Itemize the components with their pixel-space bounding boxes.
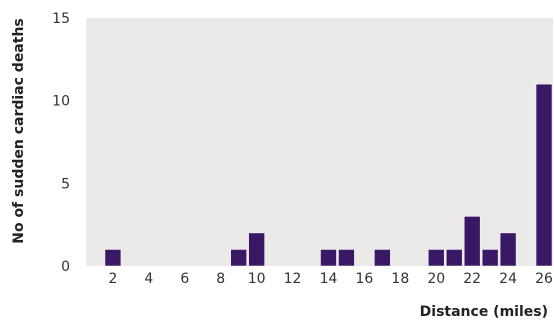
bar-series	[104, 83, 553, 267]
plot-area	[86, 18, 553, 266]
x-tick-label: 20	[427, 271, 445, 287]
bar	[104, 249, 122, 267]
x-tick-label: 26	[535, 271, 553, 287]
y-axis-title: No of sudden cardiac deaths	[11, 18, 27, 244]
x-tick-label: 10	[248, 271, 266, 287]
x-tick-label: 24	[499, 271, 517, 287]
x-tick-label: 6	[180, 271, 189, 287]
bar	[230, 249, 247, 267]
x-axis-title: Distance (miles)	[420, 304, 548, 320]
y-tick-label: 5	[61, 176, 70, 192]
x-tick-label: 22	[463, 271, 481, 287]
x-axis: 2 4 6 8 10 12 14 16 18 20 22 24 26	[108, 271, 553, 287]
x-tick-label: 4	[144, 271, 153, 287]
bar	[481, 249, 499, 267]
bar	[445, 249, 463, 267]
bar	[248, 232, 265, 267]
y-tick-label: 0	[61, 259, 70, 275]
x-tick-label: 14	[320, 271, 338, 287]
bar	[535, 83, 553, 267]
x-tick-label: 12	[284, 271, 302, 287]
x-tick-label: 2	[108, 271, 117, 287]
y-tick-label: 10	[52, 94, 70, 110]
x-tick-label: 18	[391, 271, 409, 287]
x-tick-label: 16	[355, 271, 373, 287]
y-tick-label: 15	[52, 11, 70, 27]
bar	[338, 249, 355, 267]
bar	[374, 249, 391, 267]
bar	[428, 249, 445, 267]
bar	[463, 216, 481, 267]
y-axis: 0 5 10 15	[52, 11, 70, 275]
bar	[499, 232, 517, 267]
x-tick-label: 8	[216, 271, 225, 287]
bar	[320, 249, 337, 267]
